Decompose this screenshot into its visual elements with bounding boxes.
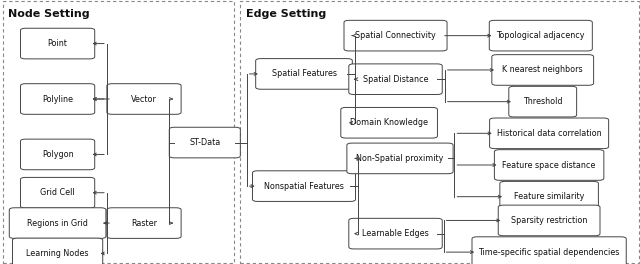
FancyBboxPatch shape: [20, 177, 95, 208]
Text: Edge Setting: Edge Setting: [246, 9, 326, 19]
Text: Domain Knowledge: Domain Knowledge: [350, 118, 428, 127]
FancyBboxPatch shape: [349, 64, 442, 95]
FancyBboxPatch shape: [107, 208, 181, 238]
Text: Nonspatial Features: Nonspatial Features: [264, 182, 344, 191]
FancyBboxPatch shape: [347, 143, 453, 174]
Text: Polygon: Polygon: [42, 150, 74, 159]
Text: Spatial Features: Spatial Features: [271, 69, 337, 78]
Text: Feature similarity: Feature similarity: [514, 192, 584, 201]
FancyBboxPatch shape: [499, 205, 600, 236]
FancyBboxPatch shape: [20, 139, 95, 170]
FancyBboxPatch shape: [490, 118, 609, 149]
FancyBboxPatch shape: [500, 181, 598, 212]
FancyBboxPatch shape: [489, 20, 593, 51]
Text: Non-Spatial proximity: Non-Spatial proximity: [356, 154, 444, 163]
FancyBboxPatch shape: [494, 150, 604, 180]
Text: Historical data correlation: Historical data correlation: [497, 129, 602, 138]
FancyBboxPatch shape: [9, 208, 106, 238]
Text: Spatial Distance: Spatial Distance: [363, 75, 428, 84]
Text: Feature space distance: Feature space distance: [502, 161, 596, 169]
Text: Point: Point: [47, 39, 68, 48]
FancyBboxPatch shape: [509, 86, 577, 117]
Text: Node Setting: Node Setting: [8, 9, 90, 19]
FancyBboxPatch shape: [340, 107, 438, 138]
Text: Grid Cell: Grid Cell: [40, 188, 75, 197]
Text: Regions in Grid: Regions in Grid: [27, 219, 88, 228]
Text: Topological adjacency: Topological adjacency: [497, 31, 585, 40]
Text: Threshold: Threshold: [523, 97, 563, 106]
Text: Sparsity restriction: Sparsity restriction: [511, 216, 588, 225]
Text: ST-Data: ST-Data: [189, 138, 220, 147]
FancyBboxPatch shape: [169, 127, 241, 158]
Text: K nearest neighbors: K nearest neighbors: [502, 65, 583, 74]
Text: Polyline: Polyline: [42, 95, 73, 103]
Text: Raster: Raster: [131, 219, 157, 228]
FancyBboxPatch shape: [252, 171, 355, 201]
Text: Time-specific spatial dependencies: Time-specific spatial dependencies: [479, 248, 620, 257]
FancyBboxPatch shape: [12, 238, 102, 264]
FancyBboxPatch shape: [492, 55, 594, 85]
FancyBboxPatch shape: [20, 28, 95, 59]
FancyBboxPatch shape: [107, 84, 181, 114]
Text: Learning Nodes: Learning Nodes: [26, 249, 89, 258]
FancyBboxPatch shape: [255, 59, 352, 89]
FancyBboxPatch shape: [472, 237, 626, 264]
Text: Spatial Connectivity: Spatial Connectivity: [355, 31, 436, 40]
FancyBboxPatch shape: [20, 84, 95, 114]
FancyBboxPatch shape: [349, 218, 442, 249]
FancyBboxPatch shape: [344, 20, 447, 51]
Text: Learnable Edges: Learnable Edges: [362, 229, 429, 238]
Text: Vector: Vector: [131, 95, 157, 103]
